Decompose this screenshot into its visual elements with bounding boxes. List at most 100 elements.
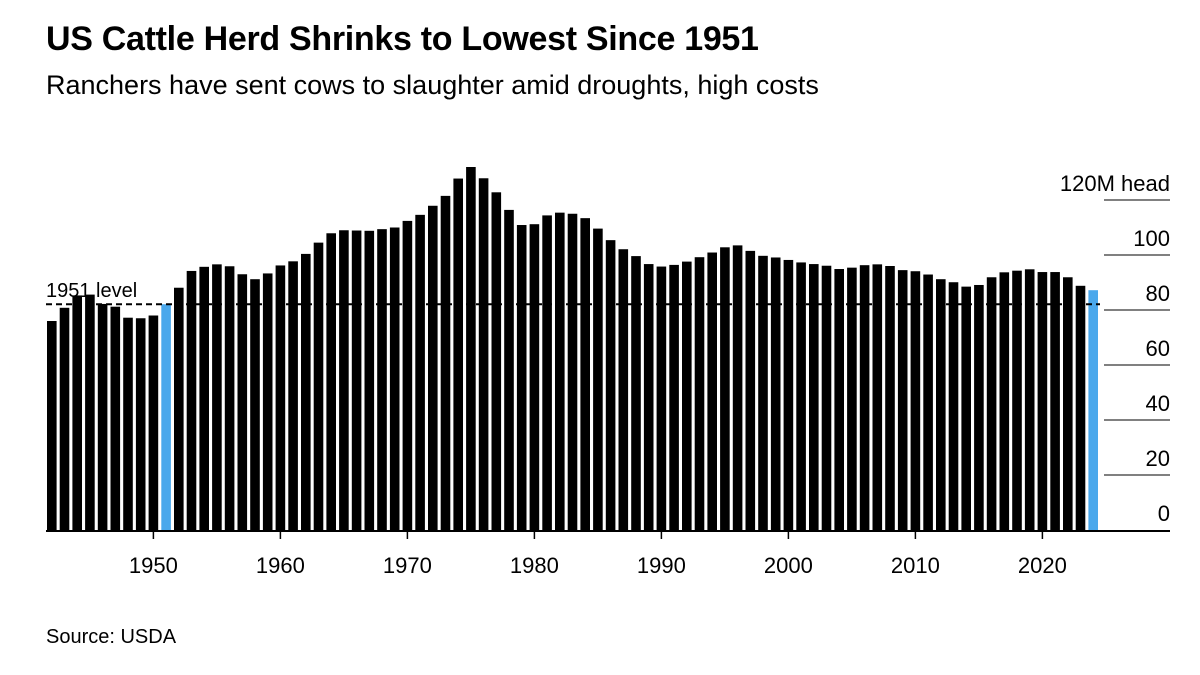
bar-1994 [707, 252, 717, 530]
y-tick-label-60: 60 [1146, 336, 1170, 361]
bar-2005 [847, 267, 857, 530]
source-note: Source: USDA [46, 626, 177, 648]
bar-1952 [174, 287, 184, 530]
bar-1951 [161, 304, 171, 530]
bar-1988 [631, 256, 641, 530]
bar-2015 [974, 284, 984, 530]
bar-1972 [428, 205, 438, 530]
x-tick-label-1960: 1960 [256, 553, 305, 578]
bars [47, 167, 1098, 531]
bar-1955 [212, 264, 222, 530]
bar-2003 [821, 265, 832, 530]
bar-1950 [148, 315, 159, 530]
bar-2007 [872, 264, 883, 530]
x-tick-label-2010: 2010 [891, 553, 940, 578]
bar-2020 [1037, 272, 1048, 530]
bar-1956 [224, 266, 235, 530]
bar-2017 [999, 272, 1010, 530]
bar-2023 [1075, 285, 1086, 530]
chart-title: US Cattle Herd Shrinks to Lowest Since 1… [46, 20, 759, 58]
y-tick-label-40: 40 [1146, 391, 1170, 416]
reference-line-label: 1951 level [46, 280, 137, 302]
y-gridlines [1104, 199, 1170, 476]
bar-1964 [326, 233, 336, 530]
bar-1971 [415, 214, 425, 530]
bar-2018 [1012, 270, 1022, 530]
bar-2013 [948, 282, 959, 530]
bar-1963 [313, 242, 324, 531]
bar-1968 [377, 229, 387, 530]
bar-1948 [123, 317, 133, 530]
bar-1966 [351, 230, 362, 530]
y-tick-label-100: 100 [1133, 226, 1170, 251]
bar-1954 [199, 266, 209, 530]
bar-1961 [288, 261, 298, 530]
bar-1953 [186, 270, 197, 530]
bar-1993 [694, 257, 705, 530]
bar-1958 [250, 279, 260, 530]
bar-1987 [618, 249, 629, 531]
bar-2001 [796, 262, 806, 530]
bar-1965 [339, 230, 349, 530]
bar-1960 [275, 265, 286, 530]
y-axis-labels: 120M head 100 80 60 40 20 0 [1060, 171, 1170, 526]
bar-1999 [770, 257, 781, 530]
bar-2000 [783, 259, 794, 530]
bar-1982 [555, 212, 565, 530]
bar-1946 [97, 303, 108, 530]
bar-1992 [682, 261, 692, 530]
bar-1962 [301, 253, 311, 530]
bar-1981 [542, 215, 552, 530]
bar-1976 [478, 178, 489, 530]
bar-2012 [936, 279, 946, 530]
bar-1998 [758, 255, 768, 530]
bar-1967 [364, 230, 375, 531]
bar-1978 [504, 209, 514, 530]
y-tick-label-80: 80 [1146, 281, 1170, 306]
x-tick-label-2000: 2000 [764, 553, 813, 578]
y-tick-label-20: 20 [1146, 446, 1170, 471]
bar-1975 [466, 167, 476, 530]
bar-1984 [580, 218, 590, 530]
reference-line-group: 1951 level [46, 280, 1100, 306]
x-axis: 1950 1960 1970 1980 1990 2000 2010 2020 [129, 532, 1067, 578]
bar-1997 [745, 250, 756, 531]
bar-1959 [262, 273, 273, 530]
bar-2011 [923, 274, 933, 530]
x-tick-label-1990: 1990 [637, 553, 686, 578]
bar-1996 [732, 245, 743, 531]
bar-1945 [85, 294, 95, 530]
bar-1947 [110, 306, 121, 530]
bar-2024 [1088, 290, 1098, 530]
bar-1990 [656, 266, 667, 530]
bar-1943 [59, 307, 70, 530]
x-tick-label-2020: 2020 [1018, 553, 1067, 578]
bar-1969 [389, 227, 400, 530]
bar-2016 [986, 277, 997, 530]
bar-1985 [593, 228, 603, 530]
y-tick-label-0: 0 [1158, 501, 1170, 526]
bar-2008 [885, 266, 895, 530]
bar-1986 [605, 240, 616, 530]
bar-1995 [720, 247, 730, 531]
bar-2006 [859, 265, 870, 530]
bar-2002 [809, 264, 819, 530]
bar-2019 [1024, 269, 1035, 530]
bar-1942 [47, 321, 57, 530]
x-tick-label-1970: 1970 [383, 553, 432, 578]
bar-2021 [1050, 272, 1060, 530]
bar-1974 [453, 178, 463, 531]
bar-1944 [72, 295, 82, 530]
bar-2022 [1063, 277, 1073, 530]
bar-1979 [516, 225, 527, 530]
bar-1980 [529, 224, 540, 530]
bar-1991 [669, 264, 679, 530]
bar-1973 [440, 195, 451, 531]
bar-1957 [237, 274, 248, 530]
bar-1949 [135, 318, 146, 530]
bar-1977 [491, 192, 502, 531]
x-tick-label-1980: 1980 [510, 553, 559, 578]
chart-subtitle: Ranchers have sent cows to slaughter ami… [46, 70, 819, 100]
x-tick-label-1950: 1950 [129, 553, 178, 578]
